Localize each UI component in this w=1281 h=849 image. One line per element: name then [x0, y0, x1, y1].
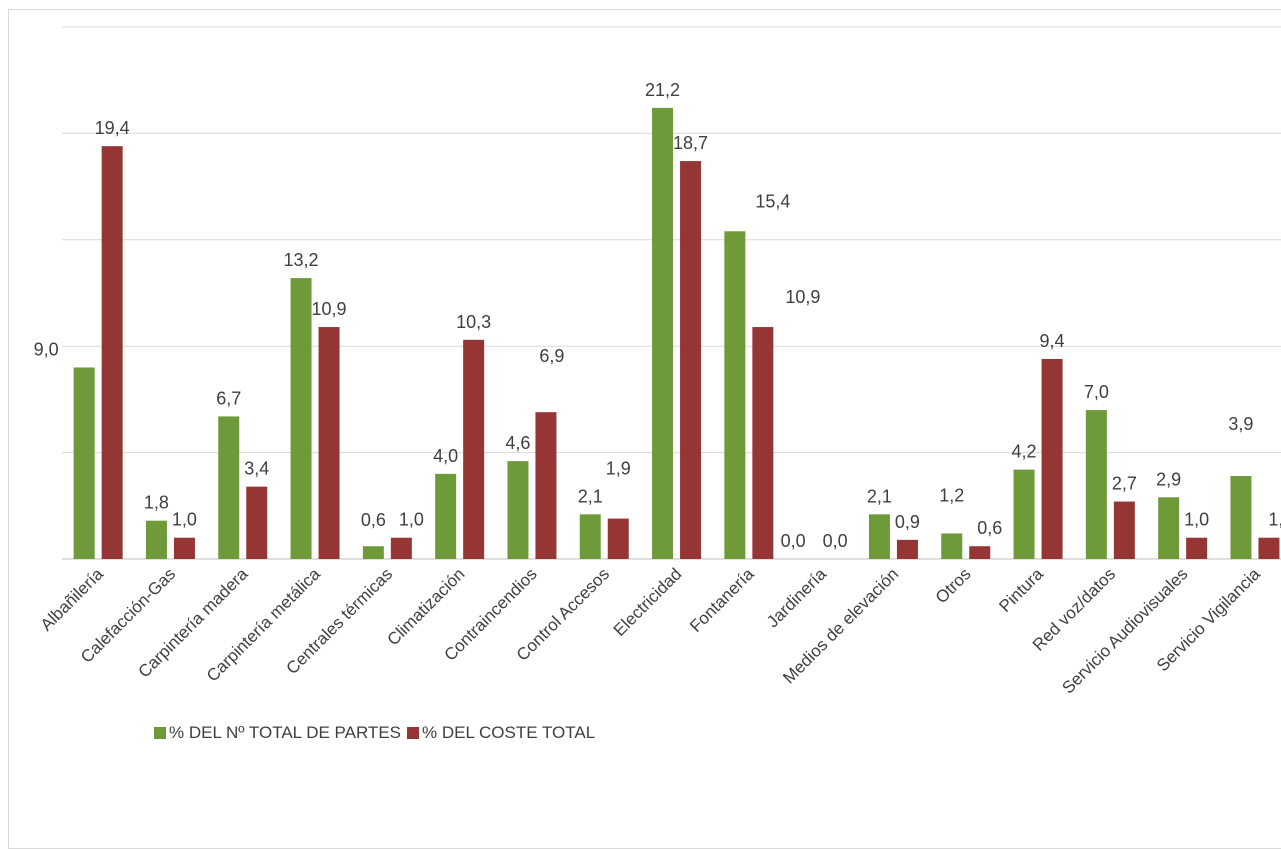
bar-partes-8: [652, 107, 674, 559]
bar-partes-5: [435, 473, 457, 559]
data-label-coste-6: 6,9: [539, 346, 564, 366]
legend-item-coste: % DEL COSTE TOTAL: [407, 723, 595, 743]
data-label-partes-14: 7,0: [1084, 382, 1109, 402]
bar-partes-3: [290, 278, 312, 559]
bar-partes-15: [1158, 497, 1180, 559]
bar-coste-9: [752, 327, 774, 559]
data-label-partes-7: 2,1: [578, 486, 603, 506]
data-label-partes-5: 4,0: [433, 446, 458, 466]
x-tick-label-9: Fontanería: [686, 564, 758, 636]
data-label-coste-5: 10,3: [456, 312, 491, 332]
bar-coste-11: [896, 539, 918, 559]
bar-partes-12: [941, 533, 963, 559]
bar-partes-14: [1085, 410, 1107, 559]
bar-partes-13: [1013, 469, 1035, 559]
bar-coste-1: [173, 537, 195, 559]
legend: % DEL Nº TOTAL DE PARTES % DEL COSTE TOT…: [154, 720, 601, 746]
data-label-partes-9: 15,4: [755, 191, 790, 211]
data-label-partes-6: 4,6: [505, 433, 530, 453]
data-label-partes-15: 2,9: [1156, 469, 1181, 489]
legend-item-partes: % DEL Nº TOTAL DE PARTES: [154, 723, 401, 743]
data-label-coste-15: 1,0: [1184, 510, 1209, 530]
data-label-partes-12: 1,2: [939, 485, 964, 505]
data-label-coste-10: 0,0: [823, 531, 848, 551]
data-label-coste-14: 2,7: [1112, 474, 1137, 494]
bar-partes-0: [73, 367, 95, 559]
x-tick-label-12: Otros: [932, 564, 975, 607]
legend-label-coste: % DEL COSTE TOTAL: [422, 723, 596, 742]
bar-partes-2: [218, 416, 240, 559]
bar-partes-16: [1230, 476, 1252, 559]
data-label-partes-8: 21,2: [645, 80, 680, 100]
bar-coste-6: [535, 412, 557, 559]
bar-coste-15: [1186, 537, 1208, 559]
data-label-partes-0: 9,0: [34, 339, 59, 359]
data-label-coste-0: 19,4: [95, 118, 130, 138]
data-label-coste-7: 1,9: [606, 459, 631, 479]
data-label-partes-13: 4,2: [1012, 442, 1037, 462]
bar-partes-4: [362, 546, 384, 559]
data-label-partes-11: 2,1: [867, 486, 892, 506]
data-label-partes-2: 6,7: [216, 388, 241, 408]
data-label-coste-9: 10,9: [785, 287, 820, 307]
bar-partes-6: [507, 461, 529, 559]
bar-coste-7: [607, 518, 629, 559]
x-tick-label-13: Pintura: [995, 564, 1047, 616]
data-label-partes-3: 13,2: [284, 250, 319, 270]
data-label-coste-3: 10,9: [312, 299, 347, 319]
data-label-coste-1: 1,0: [172, 510, 197, 530]
data-label-coste-4: 1,0: [399, 510, 424, 530]
bar-coste-4: [390, 537, 412, 559]
bar-coste-16: [1258, 537, 1280, 559]
data-label-coste-16: 1,0: [1268, 510, 1281, 530]
data-label-partes-1: 1,8: [144, 493, 169, 513]
bar-coste-5: [463, 339, 485, 559]
data-label-partes-10: 0,0: [781, 531, 806, 551]
x-tick-label-15: Servicio Audiovisuales: [1058, 564, 1191, 697]
legend-swatch-partes: [154, 727, 166, 739]
bar-coste-14: [1113, 501, 1135, 559]
x-tick-label-10: Jardinería: [763, 564, 830, 631]
bar-coste-0: [101, 146, 123, 559]
bar-partes-9: [724, 231, 746, 559]
legend-label-partes: % DEL Nº TOTAL DE PARTES: [169, 723, 401, 742]
data-label-partes-16: 3,9: [1228, 414, 1253, 434]
bar-coste-8: [680, 161, 702, 559]
x-tick-label-0: Albañilería: [37, 564, 108, 635]
legend-swatch-coste: [407, 727, 419, 739]
bar-partes-11: [868, 514, 890, 559]
data-label-coste-12: 0,6: [977, 518, 1002, 538]
bar-partes-1: [145, 520, 167, 559]
data-label-coste-11: 0,9: [895, 512, 920, 532]
data-label-coste-13: 9,4: [1040, 331, 1065, 351]
bar-coste-3: [318, 327, 340, 559]
data-label-coste-2: 3,4: [244, 459, 269, 479]
bar-partes-7: [579, 514, 601, 559]
data-label-coste-8: 18,7: [673, 133, 708, 153]
bar-coste-12: [969, 546, 991, 559]
x-tick-label-8: Electricidad: [610, 564, 686, 640]
bar-coste-2: [246, 486, 268, 559]
bar-coste-13: [1041, 358, 1063, 559]
data-label-partes-4: 0,6: [361, 510, 386, 530]
